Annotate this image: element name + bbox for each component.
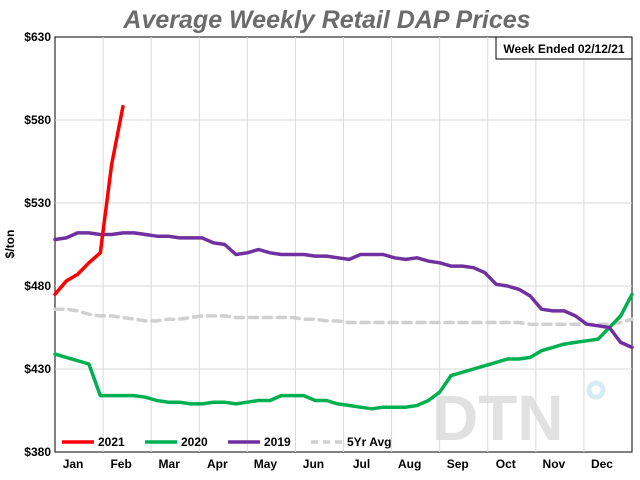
week-ended-box: Week Ended 02/12/21 [495, 36, 633, 60]
watermark-text: DTN [432, 382, 564, 454]
series-line-2020 [53, 292, 634, 411]
series-line-2021 [53, 104, 125, 297]
legend-label: 2019 [264, 435, 291, 449]
x-tick-label: May [254, 457, 278, 471]
x-tick-label: Apr [207, 457, 228, 471]
chart-title: Average Weekly Retail DAP Prices [122, 6, 530, 34]
legend-label: 2021 [98, 435, 125, 449]
x-tick-label: Jun [303, 457, 324, 471]
y-tick-label: $480 [24, 279, 51, 293]
series-lines [53, 104, 634, 411]
y-tick-label: $630 [24, 30, 51, 44]
series-line-2019 [53, 231, 634, 350]
x-tick-label: Aug [398, 457, 421, 471]
x-tick-label: Mar [159, 457, 181, 471]
legend: 2021 2020 2019 5Yr Avg [62, 435, 391, 449]
watermark-dot-icon [586, 380, 606, 400]
week-ended-frame [495, 36, 633, 60]
x-tick-label: Sep [447, 457, 469, 471]
x-tick-label: Dec [591, 457, 613, 471]
x-tick-label: Feb [110, 457, 131, 471]
dtn-watermark: DTN [432, 380, 606, 454]
y-tick-label: $530 [24, 196, 51, 210]
gridlines [55, 37, 632, 452]
x-tick-label: Jul [353, 457, 370, 471]
legend-label: 5Yr Avg [347, 435, 391, 449]
x-tick-label: Nov [543, 457, 566, 471]
y-axis-label: $/ton [3, 230, 17, 259]
legend-label: 2020 [181, 435, 208, 449]
y-tick-label: $430 [24, 362, 51, 376]
y-tick-label: $380 [24, 445, 51, 459]
week-ended-label: Week Ended 02/12/21 [503, 42, 625, 56]
x-tick-label: Oct [496, 457, 516, 471]
y-tick-label: $580 [24, 113, 51, 127]
x-axis-ticks: Jan Feb Mar Apr May Jun Jul Aug Sep Oct Nov Dec [63, 457, 614, 471]
y-axis-ticks: $380 $430 $480 $530 $580 $630 [24, 30, 51, 459]
series-line-5yr-avg [53, 307, 634, 326]
x-tick-label: Jan [63, 457, 84, 471]
